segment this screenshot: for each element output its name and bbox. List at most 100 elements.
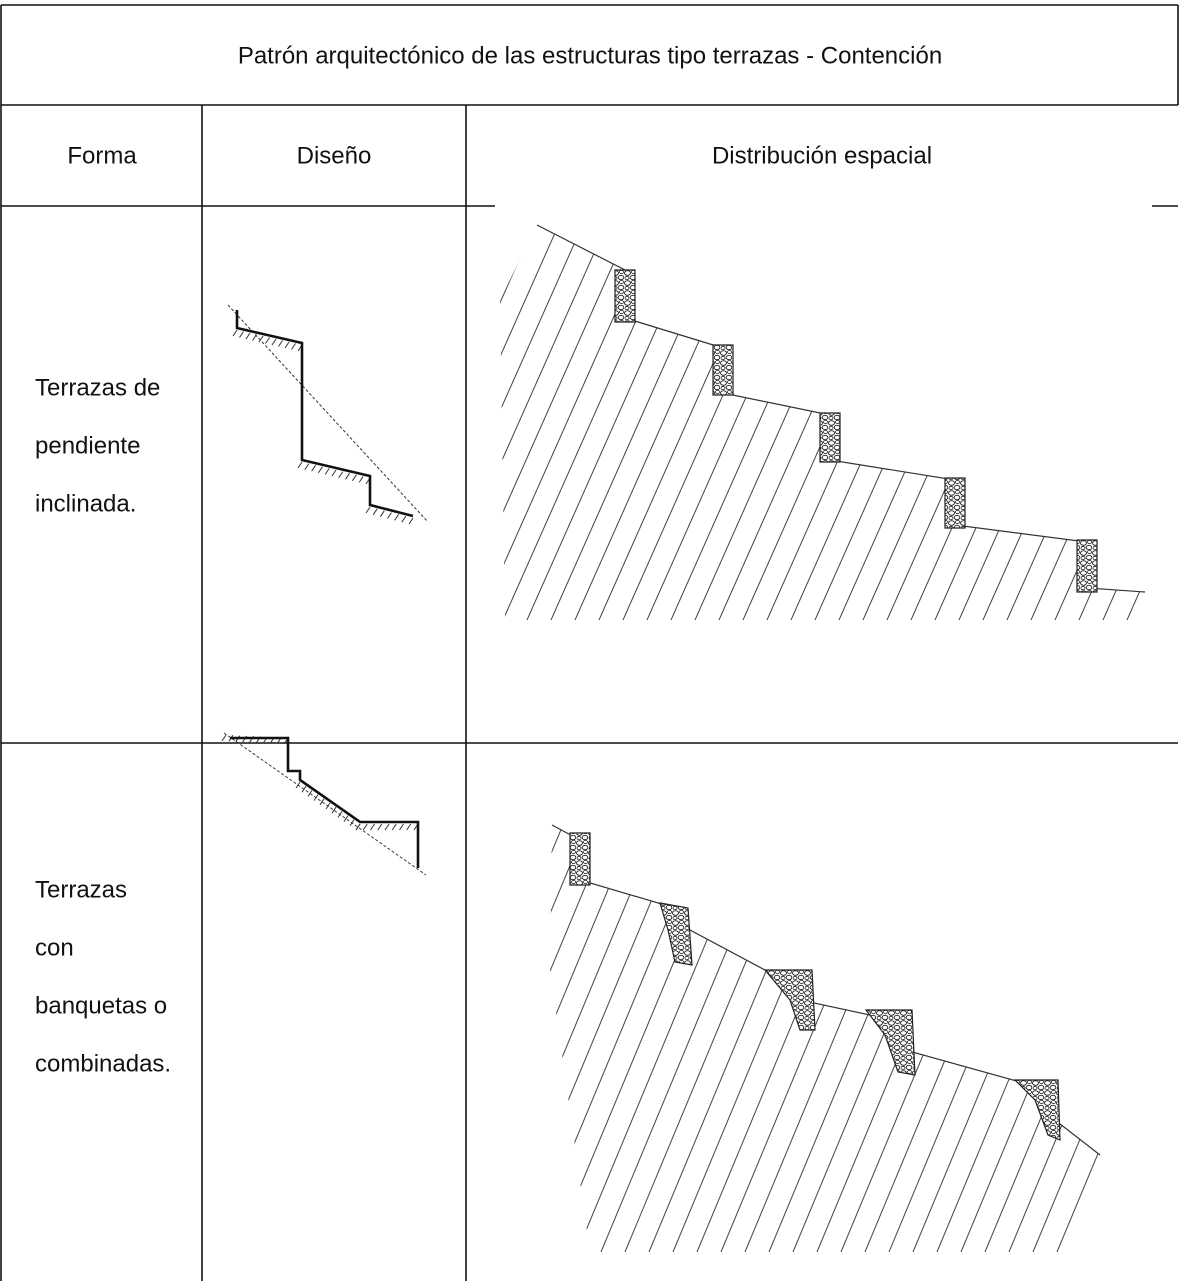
retaining-wall: [614, 269, 636, 323]
hatch-line: [1030, 225, 1145, 620]
retaining-wall: [1076, 539, 1098, 593]
hatch-line: [912, 825, 1094, 1252]
form-label: combinadas.: [35, 1050, 171, 1077]
hatch-line: [792, 825, 974, 1252]
hatch-tick: [394, 514, 400, 521]
hatch-tick: [408, 517, 414, 525]
hatch-tick: [377, 823, 383, 831]
hatch-tick: [365, 506, 371, 514]
hatch-tick: [324, 468, 330, 475]
hatch-line: [1032, 825, 1100, 1252]
hatch-tick: [401, 515, 407, 523]
hatch-line: [1056, 825, 1100, 1252]
hatch-tick: [252, 334, 257, 341]
hatch-line: [1008, 825, 1100, 1252]
hatch-line: [500, 225, 516, 620]
hatch-line: [143, 215, 323, 620]
hatch-line: [766, 225, 948, 620]
hatch-line: [838, 225, 1020, 620]
hatch-line: [936, 825, 1100, 1252]
hatch-line: [576, 825, 758, 1252]
hatch-line: [648, 825, 830, 1252]
hatch-line: [550, 825, 614, 1252]
hatch-tick: [313, 794, 319, 801]
hatch-line: [1105, 820, 1179, 1252]
hatch-tick: [221, 734, 227, 742]
hatch-line: [550, 825, 590, 1252]
hatch-tick: [265, 337, 270, 344]
hatch-tick: [387, 512, 392, 519]
hatch-line: [169, 820, 349, 1252]
hatch-line: [550, 825, 638, 1252]
hatch-line: [500, 225, 588, 620]
terrace-profile: [235, 310, 414, 518]
retaining-wall: [864, 1009, 916, 1076]
hatch-tick: [258, 335, 264, 343]
hatch-line: [500, 225, 636, 620]
hatch-line: [239, 215, 419, 620]
hatch-line: [502, 225, 684, 620]
hatch-line: [600, 825, 782, 1252]
retaining-wall: [659, 902, 693, 966]
hatch-line: [958, 225, 1140, 620]
hatch-tick: [297, 461, 303, 469]
grid: [0, 4, 1179, 1281]
hatch-tick: [355, 823, 361, 831]
retaining-wall: [819, 412, 841, 463]
hatch-tick: [311, 464, 317, 472]
hatch-line: [886, 225, 1068, 620]
hatch-line: [311, 215, 491, 620]
hatch-line: [167, 215, 347, 620]
hatch-line: [718, 225, 900, 620]
hatch-line: [500, 225, 540, 620]
hatch-tick: [232, 329, 238, 337]
hatching: [169, 820, 1179, 1252]
hatch-tick: [406, 823, 412, 831]
hatch-tick: [358, 476, 364, 483]
hatch-line: [550, 825, 710, 1252]
hatch-tick: [271, 338, 277, 346]
hatch-line: [982, 225, 1145, 620]
hatch-line: [696, 825, 878, 1252]
hatch-line: [574, 225, 756, 620]
hatch-tick: [331, 806, 337, 814]
hatch-line: [550, 825, 566, 1252]
hatch-tick: [338, 471, 344, 478]
hatch-tick: [331, 469, 337, 477]
hatch-line: [984, 825, 1100, 1252]
hatch-line: [263, 215, 443, 620]
hatch-line: [550, 225, 732, 620]
hatch-tick: [399, 823, 404, 831]
terrace-profile: [230, 736, 420, 868]
form-label: Terrazas de: [35, 374, 160, 401]
hatch-tick: [304, 463, 310, 470]
hatch-tick: [239, 331, 244, 338]
hatch-line: [337, 820, 517, 1252]
hatch-line: [500, 225, 564, 620]
hatch-line: [265, 820, 445, 1252]
hatch-tick: [337, 811, 343, 818]
hatch-line: [1102, 225, 1145, 620]
hatch-tick: [295, 781, 301, 789]
hatch-tick: [370, 823, 375, 831]
hatch-line: [191, 215, 371, 620]
hatch-tick: [317, 466, 323, 474]
retaining-wall: [1013, 1079, 1061, 1141]
hatch-line: [840, 825, 1022, 1252]
hatch-line: [1080, 825, 1100, 1252]
hatch-tick: [345, 472, 351, 480]
retaining-wall: [712, 344, 734, 396]
header: Forma: [67, 142, 137, 169]
retaining-wall: [944, 477, 966, 529]
hatch-tick: [278, 340, 283, 347]
hatch-line: [95, 215, 275, 620]
hatch-tick: [391, 823, 397, 831]
hatch-tick: [379, 510, 385, 517]
hatch-line: [624, 825, 806, 1252]
hatch-tick: [319, 798, 325, 806]
hatch-tick: [362, 823, 368, 831]
hatch-tick: [325, 802, 331, 810]
terrain-profile: [551, 824, 1101, 1156]
